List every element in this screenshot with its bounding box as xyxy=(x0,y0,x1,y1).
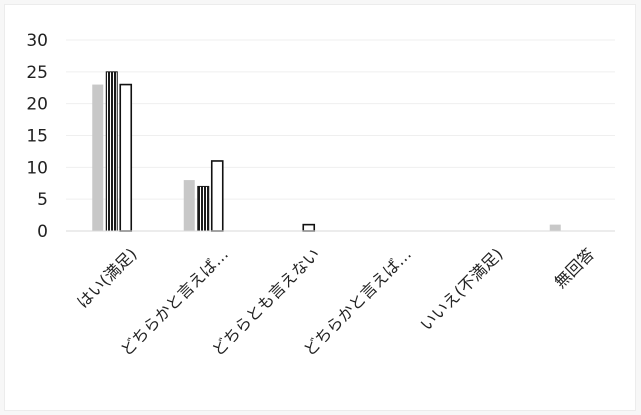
y-tick-label: 20 xyxy=(26,95,48,115)
bar-series1-cat2 xyxy=(183,180,195,231)
x-category-label: 無回答 xyxy=(551,244,598,291)
bar-series2-cat2 xyxy=(197,185,210,232)
bar-series1-cat6 xyxy=(549,224,561,231)
x-category-label: はい(満足) xyxy=(73,244,141,312)
y-tick-label: 5 xyxy=(37,190,48,210)
bars xyxy=(92,71,561,232)
bar-series3-cat1 xyxy=(119,83,133,232)
y-tick-label: 25 xyxy=(26,63,48,83)
x-category-label: いいえ(不満足) xyxy=(416,244,506,334)
bar-series3-cat2 xyxy=(210,160,224,232)
y-tick-label: 30 xyxy=(26,31,48,51)
y-tick-label: 0 xyxy=(37,222,48,242)
gridlines xyxy=(66,39,615,200)
bar-series3-cat3 xyxy=(302,223,316,232)
bar-series1-cat1 xyxy=(92,84,104,231)
y-axis-ticks: 0 5 10 15 20 25 30 xyxy=(26,31,48,242)
y-tick-label: 10 xyxy=(26,158,48,178)
bar-series2-cat1 xyxy=(105,71,118,232)
y-tick-label: 15 xyxy=(26,127,48,147)
